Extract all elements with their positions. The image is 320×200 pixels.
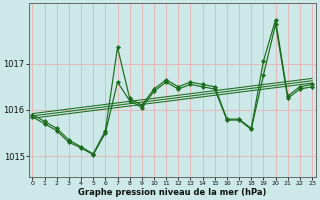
X-axis label: Graphe pression niveau de la mer (hPa): Graphe pression niveau de la mer (hPa) — [78, 188, 267, 197]
